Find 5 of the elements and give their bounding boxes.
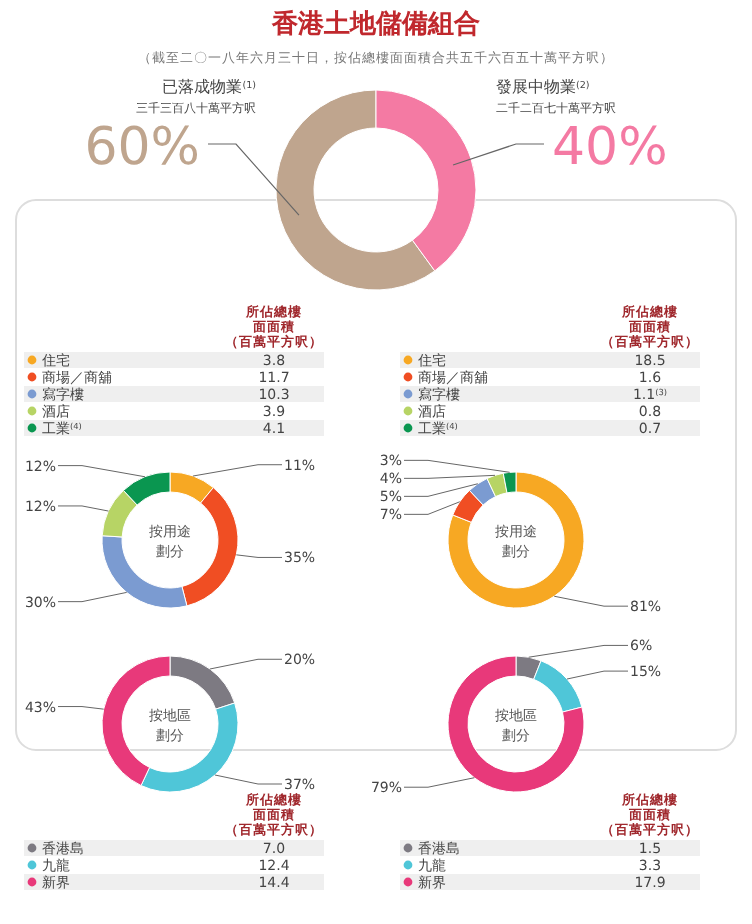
chart-title: 香港土地儲備組合	[270, 8, 480, 40]
donut-slice	[447, 471, 585, 609]
data-label: 40%	[552, 118, 668, 178]
data-label: 60%	[84, 118, 200, 178]
donut-slice	[447, 655, 585, 793]
